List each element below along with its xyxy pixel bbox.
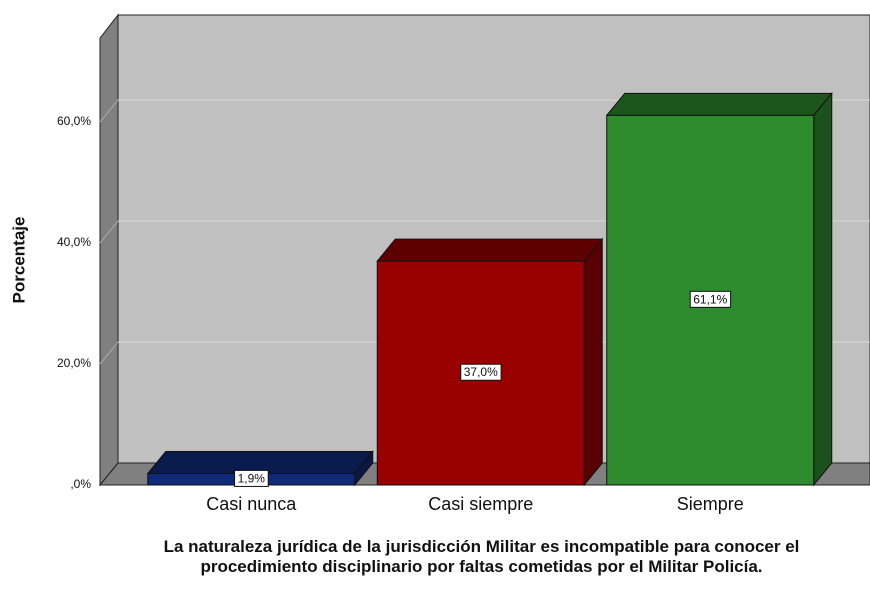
grid-line — [99, 220, 119, 244]
value-label: 37,0% — [464, 365, 498, 379]
y-tick-label: 60,0% — [57, 114, 91, 128]
x-tick-label: Casi siempre — [428, 494, 533, 514]
bar-side — [813, 91, 833, 487]
value-label-box — [689, 290, 732, 308]
left-wall — [99, 13, 119, 487]
y-axis-title: Porcentaje — [9, 217, 28, 304]
bar-side — [583, 237, 603, 487]
grid-line — [99, 341, 119, 365]
bar-top — [376, 238, 604, 262]
x-axis-title: La naturaleza jurídica de la jurisdicció… — [163, 537, 800, 576]
x-tick-label: Siempre — [677, 494, 744, 514]
y-tick-label: 20,0% — [57, 356, 91, 370]
grid-line — [99, 99, 119, 123]
bar-top — [605, 92, 833, 116]
value-label-box — [460, 363, 502, 381]
value-label: 61,1% — [693, 292, 727, 306]
x-tick-label: Casi nunca — [206, 494, 297, 514]
y-tick-label: ,0% — [70, 477, 91, 491]
value-label: 1,9% — [238, 471, 266, 485]
value-label-box — [234, 469, 269, 487]
y-tick-label: 40,0% — [57, 235, 91, 249]
